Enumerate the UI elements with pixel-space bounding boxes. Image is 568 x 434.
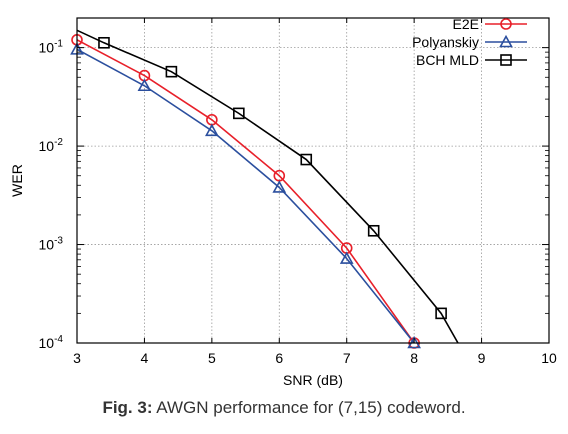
data-point-bch-mld xyxy=(165,65,178,78)
x-tick-label: 8 xyxy=(410,350,418,366)
legend-label-e2e: E2E xyxy=(453,16,479,32)
data-point-polyanskiy xyxy=(205,123,219,137)
x-tick-label: 5 xyxy=(208,350,216,366)
legend-marker-e2e xyxy=(500,18,512,30)
series-line-polyanskiy xyxy=(77,48,415,343)
data-point-bch-mld xyxy=(233,107,245,120)
series-line-e2e xyxy=(77,39,415,343)
x-tick-label: 7 xyxy=(343,350,351,366)
data-point-bch-mld xyxy=(98,36,110,49)
x-tick-label: 9 xyxy=(478,350,486,366)
y-axis-label: WER xyxy=(9,164,25,197)
grid xyxy=(77,18,549,343)
data-point-polyanskiy xyxy=(137,78,152,92)
legend-marker-bch-mld xyxy=(500,54,512,66)
legend-label-polyanskiy: Polyanskiy xyxy=(412,34,479,50)
y-tick-label: 10-2 xyxy=(39,137,64,154)
y-tick-exponent: -2 xyxy=(54,137,63,148)
y-tick-exponent: -4 xyxy=(54,334,63,345)
series-lines xyxy=(77,29,459,343)
legend: E2E Polyanskiy BCH MLD xyxy=(412,16,527,68)
figure-caption-text: AWGN performance for (7,15) codeword. xyxy=(156,398,466,417)
y-tick-label: 10-4 xyxy=(39,334,64,351)
legend-label-bch-mld: BCH MLD xyxy=(416,52,479,68)
x-tick-label: 3 xyxy=(73,350,81,366)
legend-marker-polyanskiy xyxy=(499,34,513,48)
figure-caption-label: Fig. 3: xyxy=(102,398,153,417)
data-point-polyanskiy xyxy=(339,251,354,264)
series-line-bch-mld xyxy=(77,29,459,343)
series-markers xyxy=(70,34,447,349)
y-tick-exponent: -3 xyxy=(54,236,63,247)
x-tick-label: 10 xyxy=(541,350,557,366)
y-tick-exponent: -1 xyxy=(54,39,63,50)
data-point-bch-mld xyxy=(300,153,313,166)
wer-vs-snr-chart: 3 4 5 6 7 8 9 10 10-1 10-2 10-3 10-4 SNR (dB) WER E… xyxy=(9,16,557,388)
data-point-bch-mld xyxy=(435,307,447,320)
y-tick-label: 10-3 xyxy=(39,236,64,253)
x-axis-label: SNR (dB) xyxy=(283,372,343,388)
plot-frame xyxy=(76,17,550,344)
y-tick-label: 10-1 xyxy=(39,39,64,56)
figure-caption: Fig. 3: AWGN performance for (7,15) code… xyxy=(0,398,568,418)
axis-ticks: 3 4 5 6 7 8 9 10 10-1 10-2 10-3 10-4 xyxy=(39,17,557,366)
data-point-polyanskiy xyxy=(272,180,287,193)
x-tick-label: 4 xyxy=(141,350,149,366)
data-point-bch-mld xyxy=(367,224,380,237)
x-tick-label: 6 xyxy=(275,350,283,366)
